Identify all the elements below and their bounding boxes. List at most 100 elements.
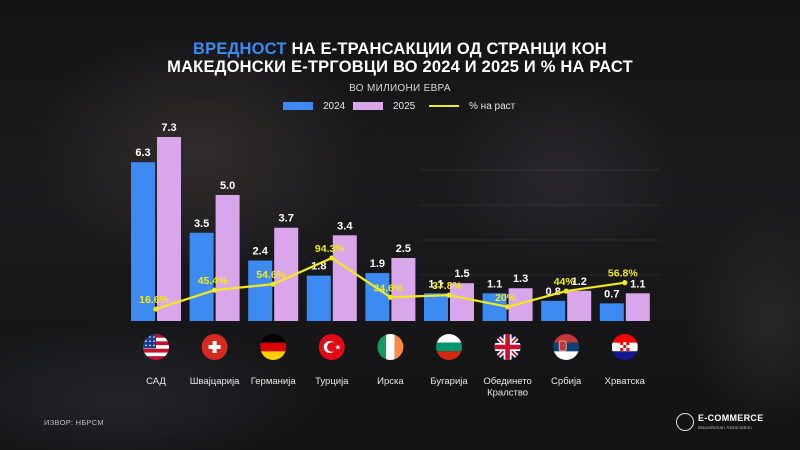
bar-2025 bbox=[215, 194, 240, 321]
bar-2024 bbox=[131, 162, 155, 321]
category-label: Бугарија bbox=[430, 376, 468, 387]
bar-2024 bbox=[482, 293, 507, 321]
flag-part bbox=[436, 334, 462, 343]
flag-star bbox=[149, 340, 151, 343]
germany-flag-icon bbox=[260, 334, 287, 360]
bar-2024 bbox=[424, 293, 448, 321]
flag-part bbox=[143, 356, 169, 360]
flag-part bbox=[143, 352, 169, 357]
category-label: САД bbox=[146, 376, 166, 387]
title-rest: НА Е-ТРАНСАКЦИИ ОД СТРАНЦИ КОН bbox=[286, 40, 607, 58]
data-label-2025: 5.0 bbox=[220, 180, 235, 192]
flag-part bbox=[553, 351, 580, 360]
flag-coat-of-arms bbox=[558, 340, 567, 352]
data-label-2024: 1.1 bbox=[428, 278, 443, 290]
growth-point bbox=[505, 304, 511, 310]
flag-checker bbox=[620, 348, 624, 351]
flag-crescent-cut bbox=[327, 342, 337, 352]
flag-checker bbox=[626, 345, 630, 348]
ecommerce-logo: E-COMMERCE Macedonian Association bbox=[676, 411, 766, 437]
flag-part bbox=[394, 334, 404, 360]
flag-star bbox=[145, 344, 147, 347]
flag-part bbox=[260, 342, 287, 352]
growth-point bbox=[212, 287, 218, 293]
switzerland-flag-icon bbox=[201, 334, 228, 360]
legend-swatch-2025 bbox=[353, 102, 383, 110]
flag-part bbox=[386, 334, 395, 360]
growth-point bbox=[153, 306, 159, 312]
logo-mark-icon bbox=[676, 413, 694, 431]
category-label: Кралство bbox=[487, 388, 528, 399]
flag-part bbox=[436, 342, 462, 352]
flag-checker bbox=[626, 342, 630, 345]
flag-star bbox=[145, 336, 147, 338]
data-label-2024: 2.4 bbox=[253, 246, 269, 258]
flag-part bbox=[611, 351, 638, 360]
bar-2025 bbox=[157, 137, 181, 321]
category-label: Турција bbox=[315, 376, 349, 387]
legend-item-2024: 2024 bbox=[283, 99, 345, 113]
data-label-2025: 2.5 bbox=[396, 243, 411, 255]
uk-flag-icon bbox=[494, 334, 521, 360]
turkey-flag-icon bbox=[318, 334, 345, 360]
bar-2025 bbox=[391, 257, 416, 321]
data-label-2024: 1.1 bbox=[487, 278, 502, 290]
flag-star bbox=[149, 336, 151, 338]
data-label-2024: 1.9 bbox=[370, 258, 385, 270]
data-label-2024: 0.7 bbox=[604, 288, 619, 300]
data-label-2025: 3.4 bbox=[337, 220, 353, 232]
chart-title-line-2: МАКЕДОНСКИ Е-ТРГОВЦИ ВО 2024 И 2025 И % … bbox=[167, 58, 633, 76]
growth-label: 94.3% bbox=[315, 243, 345, 255]
legend-label-2024: 2024 bbox=[323, 100, 346, 112]
data-label-2024: 1.8 bbox=[311, 261, 326, 273]
flag-star bbox=[153, 336, 155, 338]
data-label-2025: 7.3 bbox=[161, 122, 176, 134]
flag-part bbox=[553, 334, 580, 343]
flag-checker bbox=[626, 348, 630, 351]
ireland-flag-icon bbox=[377, 334, 404, 360]
flag-part bbox=[260, 334, 287, 343]
category-label: Ирска bbox=[377, 376, 404, 387]
flag-checker bbox=[623, 345, 627, 348]
growth-point bbox=[387, 294, 393, 300]
growth-label: 44% bbox=[554, 276, 576, 288]
growth-label: 34.6% bbox=[374, 282, 404, 294]
growth-point bbox=[563, 288, 569, 294]
bar-2025 bbox=[625, 293, 650, 321]
legend-swatch-2024 bbox=[283, 102, 313, 110]
flag-part bbox=[208, 345, 221, 349]
flag-star bbox=[153, 344, 155, 347]
flag-part bbox=[494, 344, 521, 350]
legend-label-2025: 2025 bbox=[393, 100, 416, 112]
us-flag-icon bbox=[143, 334, 169, 360]
growth-label: 37.8% bbox=[432, 280, 462, 292]
title-accent: ВРЕДНОСТ bbox=[193, 40, 287, 58]
serbia-flag-icon bbox=[553, 334, 580, 360]
data-label-2024: 3.5 bbox=[194, 218, 209, 230]
croatia-flag-icon bbox=[611, 334, 638, 360]
legend-item-2025: 2025 bbox=[353, 99, 415, 113]
flag-star bbox=[153, 340, 155, 343]
flag-checker bbox=[620, 342, 624, 345]
growth-label: 54.6% bbox=[256, 269, 286, 281]
growth-label: 16.6% bbox=[139, 294, 169, 306]
growth-point bbox=[622, 280, 628, 286]
bar-2024 bbox=[541, 300, 566, 321]
flag-part bbox=[377, 334, 387, 360]
bar-2024 bbox=[599, 303, 624, 321]
flag-part bbox=[143, 348, 169, 353]
chart-title-line-1: ВРЕДНОСТ НА Е-ТРАНСАКЦИИ ОД СТРАНЦИ КОН bbox=[0, 40, 800, 59]
growth-point bbox=[446, 292, 452, 298]
flag-checker bbox=[623, 342, 627, 345]
growth-label: 56.8% bbox=[608, 268, 638, 280]
flag-checker bbox=[620, 345, 624, 348]
bar-2025 bbox=[567, 290, 592, 321]
flag-part bbox=[611, 334, 638, 343]
flag-star bbox=[145, 340, 147, 343]
growth-label: 20% bbox=[495, 292, 517, 304]
source-note: ИЗВОР: НБРСМ bbox=[44, 418, 104, 427]
data-label-2024: 6.3 bbox=[135, 147, 150, 159]
category-label: Хрватска bbox=[605, 376, 646, 387]
chart-subtitle: ВО МИЛИОНИ ЕВРА bbox=[349, 83, 451, 94]
data-label-2025: 1.1 bbox=[630, 278, 645, 290]
